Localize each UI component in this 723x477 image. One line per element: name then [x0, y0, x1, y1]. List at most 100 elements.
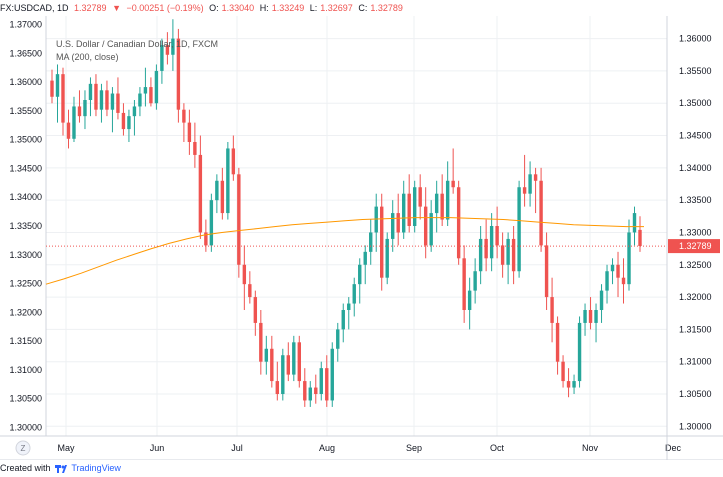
candle-body[interactable]	[358, 264, 362, 285]
candle-body[interactable]	[226, 148, 230, 214]
candle-body[interactable]	[281, 355, 285, 394]
candle-body[interactable]	[539, 180, 543, 246]
candle-body[interactable]	[325, 368, 329, 401]
candle-body[interactable]	[160, 45, 164, 71]
candle-body[interactable]	[198, 154, 203, 233]
candle-body[interactable]	[506, 238, 510, 265]
candle-body[interactable]	[319, 368, 323, 394]
candle-body[interactable]	[187, 122, 192, 142]
candle-body[interactable]	[616, 264, 620, 278]
candle-body[interactable]	[583, 310, 587, 323]
candle-body[interactable]	[77, 106, 82, 117]
candle-body[interactable]	[627, 232, 631, 285]
symbol-label[interactable]: FX:USDCAD, 1D	[0, 3, 69, 13]
candle-body[interactable]	[154, 70, 159, 104]
candle-body[interactable]	[94, 83, 98, 110]
candle-body[interactable]	[352, 284, 356, 304]
candle-body[interactable]	[308, 387, 312, 401]
candle-body[interactable]	[121, 112, 126, 130]
candle-body[interactable]	[330, 348, 334, 401]
candle-body[interactable]	[572, 381, 576, 388]
candle-body[interactable]	[341, 310, 345, 330]
candle-body[interactable]	[347, 303, 351, 310]
candle-body[interactable]	[517, 187, 521, 272]
candle-body[interactable]	[380, 206, 384, 278]
candle-body[interactable]	[231, 148, 236, 175]
candle-body[interactable]	[495, 226, 499, 246]
candle-body[interactable]	[83, 100, 87, 117]
candle-body[interactable]	[182, 109, 186, 123]
candle-body[interactable]	[66, 122, 71, 139]
candle-body[interactable]	[50, 80, 54, 97]
candle-body[interactable]	[451, 180, 455, 188]
candle-body[interactable]	[594, 310, 598, 323]
candle-body[interactable]	[61, 74, 65, 123]
candle-body[interactable]	[418, 187, 422, 207]
candle-body[interactable]	[220, 180, 225, 214]
candle-body[interactable]	[467, 290, 472, 310]
candle-body[interactable]	[577, 322, 582, 382]
candle-body[interactable]	[528, 174, 532, 194]
candle-body[interactable]	[632, 213, 637, 233]
candle-body[interactable]	[105, 90, 109, 110]
candle-body[interactable]	[462, 258, 466, 310]
candle-body[interactable]	[412, 187, 417, 226]
candle-body[interactable]	[605, 271, 609, 291]
candle-body[interactable]	[138, 93, 142, 107]
candle-body[interactable]	[401, 193, 406, 233]
candle-body[interactable]	[440, 193, 444, 220]
candle-body[interactable]	[561, 361, 565, 382]
candle-body[interactable]	[522, 187, 527, 194]
candle-body[interactable]	[610, 264, 615, 272]
candle-body[interactable]	[588, 310, 593, 323]
candle-body[interactable]	[275, 381, 280, 394]
candle-body[interactable]	[253, 297, 258, 323]
indicator-label[interactable]: MA (200, close)	[56, 52, 119, 62]
candle-body[interactable]	[193, 142, 197, 155]
candle-body[interactable]	[385, 238, 389, 278]
candle-body[interactable]	[88, 83, 93, 100]
candle-body[interactable]	[303, 381, 307, 401]
candle-body[interactable]	[374, 206, 378, 233]
candle-body[interactable]	[215, 180, 219, 201]
candle-body[interactable]	[407, 193, 411, 226]
candle-body[interactable]	[445, 180, 450, 220]
candle-body[interactable]	[149, 87, 153, 104]
candle-body[interactable]	[264, 348, 269, 362]
candle-body[interactable]	[132, 106, 137, 117]
candle-body[interactable]	[621, 277, 626, 285]
candle-body[interactable]	[478, 238, 483, 272]
candle-body[interactable]	[176, 38, 181, 110]
candle-body[interactable]	[396, 213, 400, 233]
candle-body[interactable]	[369, 232, 373, 252]
candle-body[interactable]	[550, 297, 554, 323]
candle-body[interactable]	[270, 348, 274, 382]
candle-body[interactable]	[484, 238, 488, 259]
candle-body[interactable]	[456, 187, 461, 259]
chart-svg[interactable]: May Jun Jul Aug Sep Oct Nov Dec 1.30000 1.30500 1.…	[0, 16, 723, 460]
candle-body[interactable]	[55, 74, 60, 97]
candle-body[interactable]	[500, 245, 505, 265]
candle-body[interactable]	[292, 342, 296, 375]
candle-body[interactable]	[127, 116, 131, 130]
candle-body[interactable]	[248, 284, 252, 298]
candle-body[interactable]	[72, 106, 76, 139]
candle-body[interactable]	[533, 174, 538, 181]
candle-body[interactable]	[259, 322, 263, 362]
chart-area[interactable]: May Jun Jul Aug Sep Oct Nov Dec 1.30000 1.30500 1.…	[0, 16, 723, 460]
candle-body[interactable]	[99, 90, 104, 110]
plot-background[interactable]	[46, 16, 667, 436]
candle-body[interactable]	[171, 38, 175, 55]
candle-body[interactable]	[204, 232, 208, 246]
candle-body[interactable]	[165, 45, 170, 55]
tradingview-brand[interactable]: TradingView	[71, 463, 121, 473]
candle-body[interactable]	[599, 290, 604, 310]
candle-body[interactable]	[566, 381, 571, 388]
candle-body[interactable]	[423, 206, 428, 246]
candle-body[interactable]	[297, 342, 301, 382]
candle-body[interactable]	[286, 355, 291, 375]
candle-body[interactable]	[363, 251, 367, 265]
candle-body[interactable]	[544, 245, 549, 298]
candle-body[interactable]	[473, 271, 477, 291]
candle-body[interactable]	[143, 87, 148, 94]
